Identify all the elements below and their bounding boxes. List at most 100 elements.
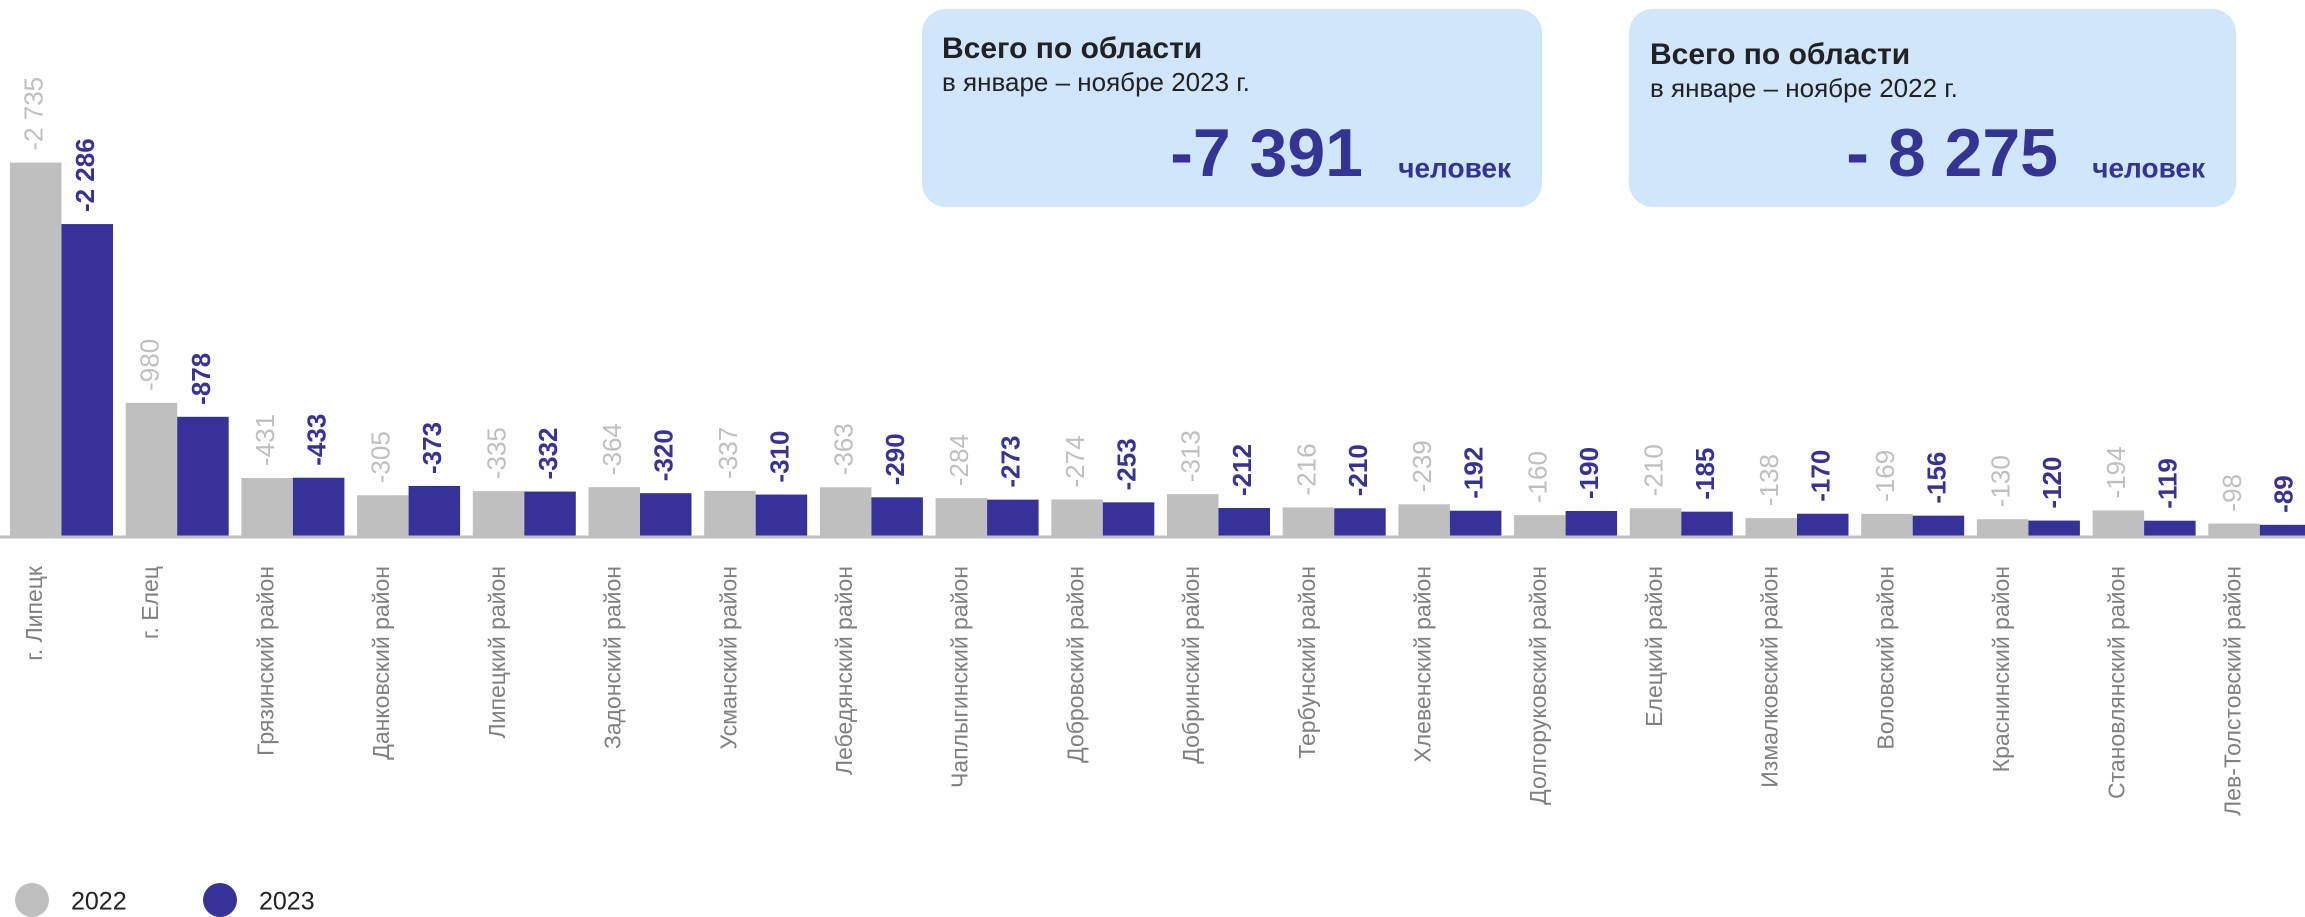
x-tick-label: Добровский район — [1062, 566, 1088, 763]
value-label: -284 — [944, 434, 974, 486]
x-tick-label: Чаплыгинский район — [947, 566, 973, 788]
x-tick-label: Лев-Толстовский район — [2219, 566, 2245, 816]
x-tick-label: Воловский район — [1872, 566, 1898, 750]
bar — [2092, 510, 2145, 537]
value-label: -337 — [713, 427, 743, 479]
value-label: -138 — [1754, 454, 1784, 506]
x-tick-label: Хлевенский район — [1409, 566, 1435, 763]
value-label: -185 — [1690, 448, 1720, 500]
value-label: -310 — [764, 431, 794, 483]
bar — [1218, 507, 1270, 537]
bar — [1102, 502, 1155, 537]
value-label: -332 — [533, 428, 563, 480]
summary-title: Всего по области — [1650, 38, 1910, 71]
value-label: -253 — [1111, 438, 1141, 490]
bar — [935, 498, 988, 537]
bar — [472, 491, 525, 537]
summary-title: Всего по области — [942, 32, 1202, 65]
x-tick-label: Лебедянский район — [831, 566, 857, 775]
value-label: -274 — [1060, 435, 1090, 487]
bar — [1629, 508, 1682, 537]
x-tick-label: Становлянский район — [2104, 566, 2130, 799]
bar — [241, 477, 293, 537]
bar — [524, 491, 576, 537]
value-label: -364 — [597, 423, 627, 475]
bar — [61, 224, 113, 537]
legend-marker — [15, 883, 49, 917]
bar — [1912, 515, 1965, 537]
bar — [1565, 510, 1618, 537]
summary-unit: человек — [2092, 152, 2206, 183]
summary-subtitle: в январе – ноябре 2023 г. — [942, 67, 1250, 97]
bar — [704, 490, 756, 537]
x-tick-label: Усманский район — [715, 566, 741, 749]
value-label: -119 — [2153, 458, 2183, 509]
value-label: -169 — [1870, 450, 1900, 502]
bar — [2144, 520, 2196, 537]
bar — [2028, 520, 2080, 537]
bar — [125, 402, 178, 537]
value-label: -313 — [1176, 430, 1206, 482]
bar — [1051, 499, 1103, 537]
bar — [755, 494, 808, 537]
value-label: -239 — [1407, 440, 1437, 492]
summary-box — [922, 9, 1542, 207]
x-tick-label: Данковский район — [368, 566, 394, 760]
value-label: -89 — [2268, 475, 2298, 513]
bar — [2208, 523, 2260, 537]
bar — [10, 162, 62, 537]
value-label: -980 — [134, 339, 164, 391]
bar — [588, 487, 640, 537]
x-tick-label: Липецкий район — [484, 566, 510, 738]
bar — [871, 497, 923, 537]
value-label: -273 — [996, 436, 1026, 488]
bar — [1861, 513, 1913, 537]
bar — [1449, 510, 1502, 537]
value-label: -305 — [366, 431, 396, 483]
x-tick-label: г. Липецк — [21, 565, 47, 661]
value-label: -335 — [481, 427, 511, 479]
value-label: -363 — [829, 423, 859, 475]
value-label: -320 — [649, 429, 679, 481]
value-label: -433 — [302, 414, 332, 466]
bar — [1514, 515, 1566, 537]
bar — [819, 487, 872, 537]
value-label: -2 735 — [19, 77, 49, 151]
value-label: -190 — [1574, 447, 1604, 499]
value-label: -194 — [2101, 446, 2131, 498]
value-label: -2 286 — [70, 138, 100, 212]
x-tick-label: Измалковский район — [1757, 566, 1783, 788]
value-label: -210 — [1638, 444, 1668, 496]
value-label: -192 — [1459, 447, 1489, 499]
value-label: -130 — [1986, 455, 2016, 507]
value-label: -216 — [1291, 443, 1321, 495]
value-label: -431 — [250, 414, 280, 466]
value-label: -170 — [1806, 450, 1836, 502]
value-label: -156 — [1921, 452, 1951, 504]
legend-label: 2023 — [259, 888, 315, 916]
x-tick-label: Краснинский район — [1988, 566, 2014, 772]
value-label: -373 — [417, 422, 447, 474]
summary-value: - 8 275 — [1846, 115, 2058, 191]
value-label: -212 — [1227, 444, 1257, 496]
bar — [1797, 513, 1849, 537]
summary-subtitle: в январе – ноябре 2022 г. — [1650, 73, 1958, 103]
bar — [1282, 507, 1335, 537]
bar — [1398, 504, 1450, 537]
bar — [1681, 511, 1733, 537]
value-label: -120 — [2037, 457, 2067, 509]
bar — [2259, 524, 2305, 537]
value-label: -98 — [2217, 474, 2247, 512]
legend-label: 2022 — [71, 888, 127, 916]
summary-box — [1629, 9, 2236, 207]
x-tick-label: Задонский район — [600, 566, 626, 749]
x-tick-label: Тербунский район — [1294, 566, 1320, 759]
x-tick-label: Грязинский район — [252, 566, 278, 756]
value-label: -210 — [1343, 444, 1373, 496]
value-label: -290 — [880, 433, 910, 485]
bar — [987, 499, 1039, 537]
summary-unit: человек — [1398, 152, 1512, 183]
bar — [357, 495, 409, 537]
